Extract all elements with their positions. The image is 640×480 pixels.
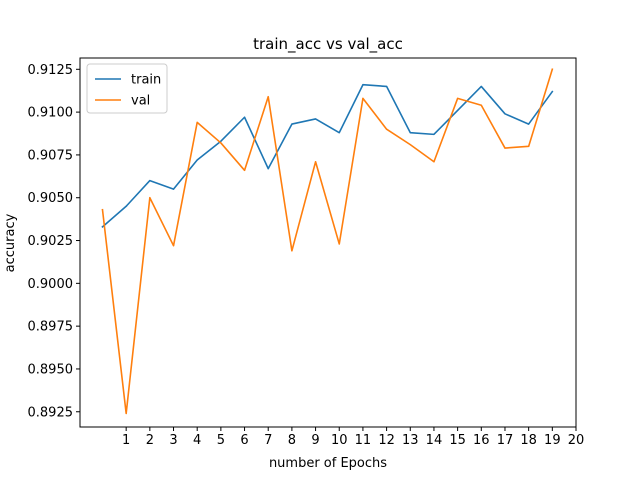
data-point-val [480,104,482,106]
data-point-train [101,226,104,228]
data-point-val [551,68,553,70]
x-axis-title: number of Epochs [269,456,387,471]
x-tick-label: 17 [497,433,514,448]
data-point-val [386,128,388,130]
data-point-val [504,147,506,149]
data-point-val [457,97,459,100]
data-point-train [551,90,553,93]
data-point-val [196,121,198,123]
x-tick-label: 13 [402,433,419,448]
x-tick-label: 14 [426,433,443,448]
y-tick-label: 0.9075 [28,148,74,163]
x-tick-label: 6 [240,433,248,448]
data-point-val [433,161,435,163]
legend-label-val: val [131,94,150,109]
data-point-val [314,161,317,163]
data-point-train [291,123,293,125]
chart-title: train_acc vs val_acc [253,35,403,54]
data-point-val [125,412,127,415]
data-point-train [196,159,198,161]
legend: train val [86,63,168,114]
y-tick-label: 0.8950 [28,362,74,377]
data-point-train [362,84,364,86]
x-tick-label: 19 [544,433,561,448]
data-point-train [480,85,482,88]
data-point-val [291,250,293,252]
data-point-train [528,123,530,125]
y-tick-label: 0.9025 [28,234,74,249]
data-point-train [149,180,151,182]
data-point-val [338,243,340,245]
y-axis: 0.8925 0.8950 0.8975 0.9000 0.9025 0.9050 0.90… [28,63,80,420]
series-layer [101,68,554,415]
x-tick-label: 18 [520,433,537,448]
y-tick-label: 0.8925 [28,405,74,420]
legend-box [86,63,168,114]
x-tick-label: 20 [568,433,585,448]
data-point-train [243,116,246,118]
x-tick-label: 3 [169,433,177,448]
x-tick-label: 16 [473,433,490,448]
data-point-val [409,144,411,146]
data-point-val [243,169,246,171]
data-point-train [386,85,388,88]
data-point-val [149,197,151,199]
y-tick-label: 0.9125 [28,63,74,78]
data-point-val [101,209,104,211]
series-line-train [101,83,554,228]
data-point-train [457,109,459,111]
x-tick-label: 7 [264,433,272,448]
data-point-train [172,188,175,190]
data-point-train [267,168,269,170]
y-tick-label: 0.9000 [28,277,74,292]
data-point-val [267,96,269,98]
data-point-train [433,133,435,135]
data-point-val [528,145,530,147]
x-tick-label: 5 [217,433,225,448]
y-tick-label: 0.8975 [28,320,74,335]
x-tick-label: 12 [378,433,395,448]
y-tick-label: 0.9100 [28,106,74,121]
x-axis: 1 2 3 4 5 6 7 8 9 10 11 12 13 14 15 16 17 18 19 20 [122,427,584,448]
x-tick-label: 8 [288,433,296,448]
data-point-train [504,113,506,115]
data-point-train [314,118,317,120]
x-tick-label: 4 [193,433,201,448]
x-tick-label: 9 [311,433,319,448]
data-point-val [362,97,364,100]
y-tick-label: 0.9050 [28,191,74,206]
x-tick-label: 2 [146,433,154,448]
data-point-val [172,245,175,247]
x-tick-label: 15 [449,433,466,448]
legend-label-train: train [131,73,161,88]
x-tick-label: 1 [122,433,130,448]
plot-frame [79,57,577,428]
data-point-train [125,205,127,207]
data-point-train [220,140,222,142]
data-point-train [409,132,411,134]
series-line-val [101,68,554,415]
x-tick-label: 11 [355,433,372,448]
y-axis-title: accuracy [3,213,18,272]
x-tick-label: 10 [331,433,348,448]
data-point-val [220,142,222,144]
data-point-train [338,132,340,134]
